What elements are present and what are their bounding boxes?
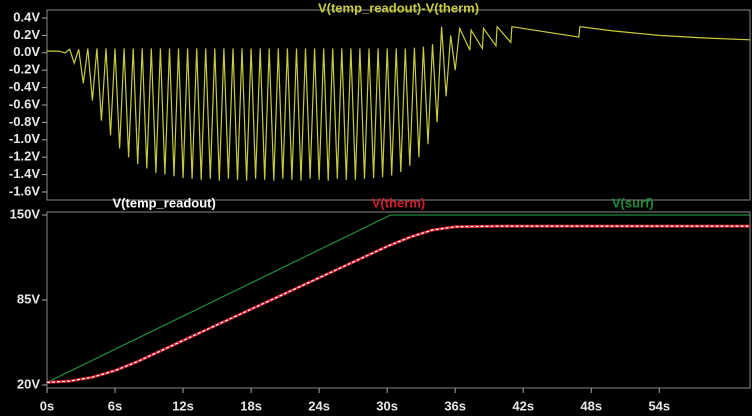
legend-label: V(therm) <box>372 195 425 210</box>
x-tick-label: 54s <box>648 398 670 413</box>
x-tick-label: 12s <box>172 398 194 413</box>
series-line <box>47 224 750 384</box>
x-tick-label: 24s <box>308 398 330 413</box>
y-tick-label: -1.6V <box>9 183 40 198</box>
x-tick-label: 6s <box>108 398 122 413</box>
y-tick-label: 0.4V <box>13 9 40 24</box>
legend-label: V(temp_readout) <box>113 195 216 210</box>
series-line <box>47 214 750 383</box>
x-tick-label: 0s <box>40 398 54 413</box>
y-tick-label: 0.0V <box>13 44 40 59</box>
y-tick-label: -0.6V <box>9 96 40 111</box>
legend-label: V(temp_readout)-V(therm) <box>318 0 479 15</box>
y-tick-label: 20V <box>17 376 40 391</box>
plot-frame <box>46 211 751 389</box>
y-tick-label: -0.4V <box>9 79 40 94</box>
y-tick-label: -1.0V <box>9 131 40 146</box>
series-line <box>47 25 750 181</box>
x-tick-label: 42s <box>512 398 534 413</box>
x-tick-label: 30s <box>376 398 398 413</box>
x-tick-label: 36s <box>444 398 466 413</box>
y-tick-label: -0.8V <box>9 114 40 129</box>
y-tick-label: 85V <box>17 291 40 306</box>
y-tick-label: -0.2V <box>9 62 40 77</box>
y-tick-label: 150V <box>10 206 41 221</box>
y-tick-label: -1.4V <box>9 166 40 181</box>
x-tick-label: 18s <box>240 398 262 413</box>
legend-label: V(surf) <box>612 195 654 210</box>
y-tick-label: 0.2V <box>13 27 40 42</box>
y-tick-label: -1.2V <box>9 149 40 164</box>
series-line <box>47 225 750 383</box>
x-tick-label: 48s <box>580 398 602 413</box>
